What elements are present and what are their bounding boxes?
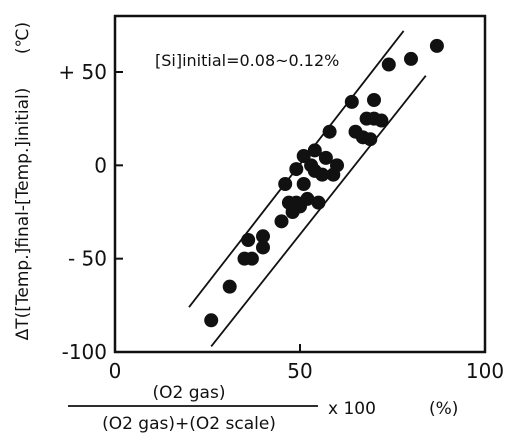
data-point bbox=[222, 279, 237, 294]
data-point bbox=[429, 38, 444, 53]
data-point bbox=[322, 124, 337, 139]
x-label-numerator: (O2 gas) bbox=[153, 383, 226, 403]
data-point bbox=[256, 240, 270, 255]
data-point bbox=[374, 113, 389, 128]
y-axis-ticks: + 50 0 - 50 -100 bbox=[58, 60, 123, 364]
data-point bbox=[204, 313, 219, 328]
data-point bbox=[300, 191, 315, 206]
data-point bbox=[307, 143, 322, 158]
x-label-multiplier: x 100 bbox=[328, 399, 376, 419]
data-point bbox=[256, 229, 270, 244]
data-point bbox=[244, 251, 259, 266]
data-point bbox=[241, 233, 256, 247]
data-point bbox=[274, 214, 289, 229]
data-point bbox=[311, 195, 326, 210]
x-label-unit: (%) bbox=[429, 399, 458, 419]
data-points bbox=[204, 38, 444, 328]
y-tick-label: + 50 bbox=[58, 60, 107, 84]
y-axis-label: ΔT([Temp.]final-[Temp.]initial) bbox=[13, 88, 33, 341]
x-tick-label: 0 bbox=[109, 359, 122, 383]
band-line-lower bbox=[210, 75, 427, 347]
y-tick-label: - 50 bbox=[68, 247, 107, 271]
data-point bbox=[367, 93, 381, 107]
data-point bbox=[363, 132, 378, 147]
data-point bbox=[278, 177, 293, 191]
data-point bbox=[296, 149, 311, 163]
data-point bbox=[315, 167, 330, 182]
data-point bbox=[381, 57, 396, 72]
y-axis-unit: (℃) bbox=[13, 22, 33, 54]
y-tick-label: -100 bbox=[62, 340, 107, 364]
data-point bbox=[344, 94, 359, 109]
data-point bbox=[404, 51, 418, 66]
data-point bbox=[318, 150, 333, 165]
annotation-label: [Si]initial=0.08~0.12% bbox=[155, 51, 339, 70]
x-tick-label: 50 bbox=[287, 359, 312, 383]
data-point bbox=[330, 158, 344, 173]
data-point bbox=[289, 162, 304, 177]
x-label-denominator: (O2 gas)+(O2 scale) bbox=[102, 414, 276, 434]
y-tick-label: 0 bbox=[94, 153, 107, 177]
data-point bbox=[296, 177, 311, 191]
x-axis-ticks: 0 50 100 bbox=[109, 344, 504, 383]
x-tick-label: 100 bbox=[466, 359, 504, 383]
